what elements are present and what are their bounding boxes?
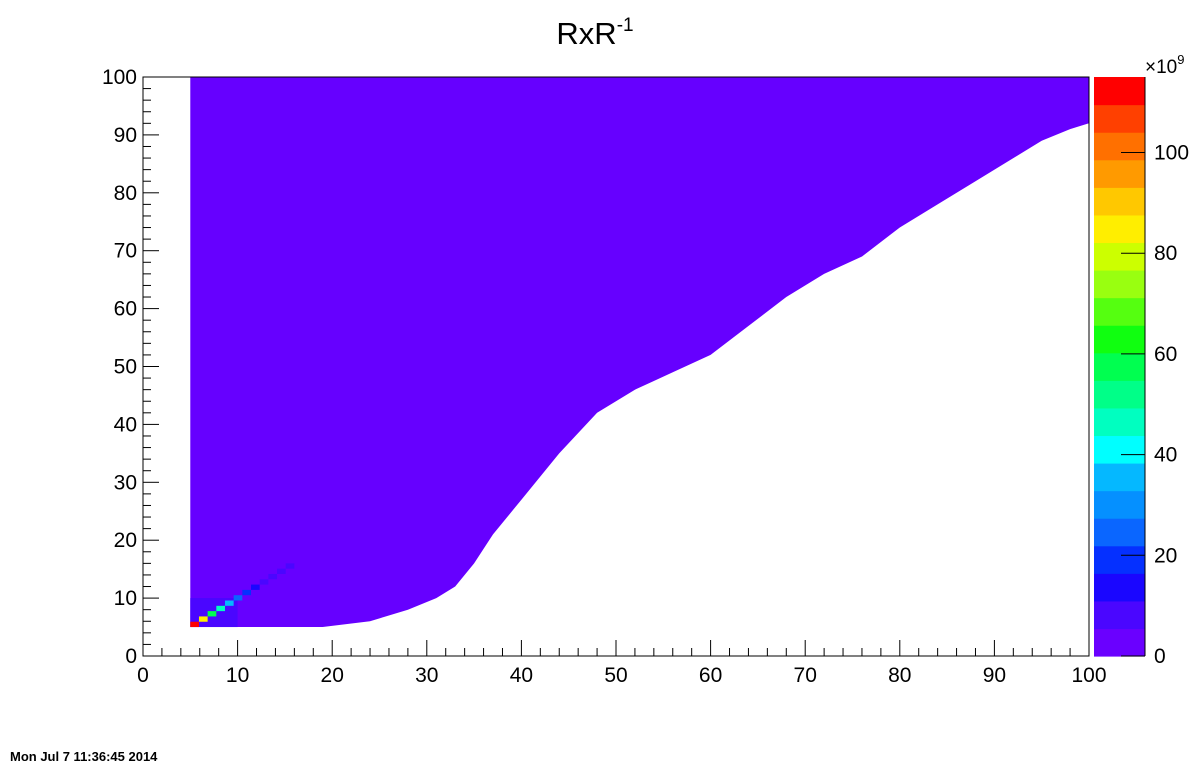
y-tick-label: 100	[102, 66, 137, 89]
x-tick-label: 100	[1071, 664, 1106, 687]
heatmap-diagonal-bin	[207, 611, 217, 617]
x-tick-label: 50	[604, 664, 627, 687]
colorbar-segment	[1094, 435, 1145, 464]
chart-title-superscript: -1	[617, 15, 634, 36]
colorbar-segment	[1094, 77, 1145, 106]
plot-area	[190, 77, 1089, 628]
chart-title-main: RxR	[556, 16, 616, 51]
x-tick-label: 30	[415, 664, 438, 687]
timestamp: Mon Jul 7 11:36:45 2014	[10, 749, 158, 764]
colorbar-segment	[1094, 325, 1145, 354]
heatmap-diagonal-bin	[216, 605, 225, 612]
axes: 0 10 20 30 40 50 60 70 80 90 100 0 10 20 30 40 50 60 70 80 9…	[102, 66, 1107, 687]
colorbar-tick-label: 20	[1154, 544, 1177, 567]
x-tick-label: 20	[321, 664, 344, 687]
heatmap-fill-region	[190, 77, 1089, 627]
heatmap-diagonal-bin	[268, 573, 278, 580]
colorbar-segment	[1094, 380, 1145, 409]
y-tick-label: 50	[114, 356, 137, 379]
x-tick-label: 80	[888, 664, 911, 687]
colorbar-segment	[1094, 214, 1145, 244]
y-tick-label: 90	[114, 124, 137, 147]
colorbar-tick-label: 80	[1154, 242, 1177, 265]
heatmap-diagonal-bin	[233, 595, 243, 601]
colorbar-multiplier: ×109	[1145, 52, 1184, 78]
heatmap-diagonal-bin	[277, 568, 286, 574]
x-tick-label: 0	[137, 664, 149, 687]
colorbar-tick-label: 40	[1154, 444, 1177, 467]
colorbar-segment	[1094, 104, 1145, 133]
heatmap-diagonal-bin	[251, 584, 260, 590]
colorbar-segment	[1094, 463, 1145, 492]
colorbar-tick-label: 60	[1154, 343, 1177, 366]
x-tick-label: 90	[983, 664, 1006, 687]
x-tick-label: 70	[794, 664, 817, 687]
y-tick-label: 20	[114, 529, 137, 552]
y-tick-label: 0	[125, 645, 137, 668]
colorbar-segment	[1094, 600, 1145, 630]
colorbar-tick-label: 100	[1154, 142, 1189, 165]
x-tick-label: 40	[510, 664, 533, 687]
colorbar-segment	[1094, 297, 1145, 326]
y-tick-label: 10	[114, 587, 137, 610]
y-tick-label: 30	[114, 471, 137, 494]
colorbar-segment	[1094, 132, 1145, 161]
color-palette-axis: 0 20 40 60 80 100	[1094, 77, 1189, 668]
heatmap-diagonal-bin	[190, 621, 199, 628]
colorbar-segment	[1094, 159, 1145, 188]
colorbar-segment	[1094, 573, 1145, 602]
y-tick-label: 40	[114, 413, 137, 436]
colorbar-segment	[1094, 407, 1145, 437]
heatmap-diagonal-bin	[259, 579, 269, 585]
colorbar-multiplier-exponent: 9	[1177, 52, 1184, 67]
x-tick-label: 60	[699, 664, 722, 687]
y-tick-label: 70	[114, 240, 137, 263]
colorbar-segment	[1094, 628, 1145, 657]
chart-title: RxR-1	[556, 15, 633, 51]
colorbar-segment	[1094, 490, 1145, 519]
colorbar-segment	[1094, 242, 1145, 271]
x-tick-label: 10	[226, 664, 249, 687]
y-tick-label: 60	[114, 298, 137, 321]
heatmap-diagonal-bin	[198, 616, 208, 622]
heatmap-diagonal-bin	[224, 600, 234, 606]
heatmap-diagonal-bin	[242, 589, 252, 596]
colorbar-segment	[1094, 545, 1145, 574]
colorbar-segment	[1094, 270, 1145, 299]
colorbar-segment	[1094, 352, 1145, 381]
y-tick-label: 80	[114, 182, 137, 205]
colorbar-segment	[1094, 518, 1145, 547]
colorbar-tick-label: 0	[1154, 645, 1166, 668]
colorbar-segment	[1094, 187, 1145, 216]
colorbar-multiplier-label: ×10	[1145, 57, 1177, 78]
heatmap-diagonal-bin	[285, 563, 295, 569]
